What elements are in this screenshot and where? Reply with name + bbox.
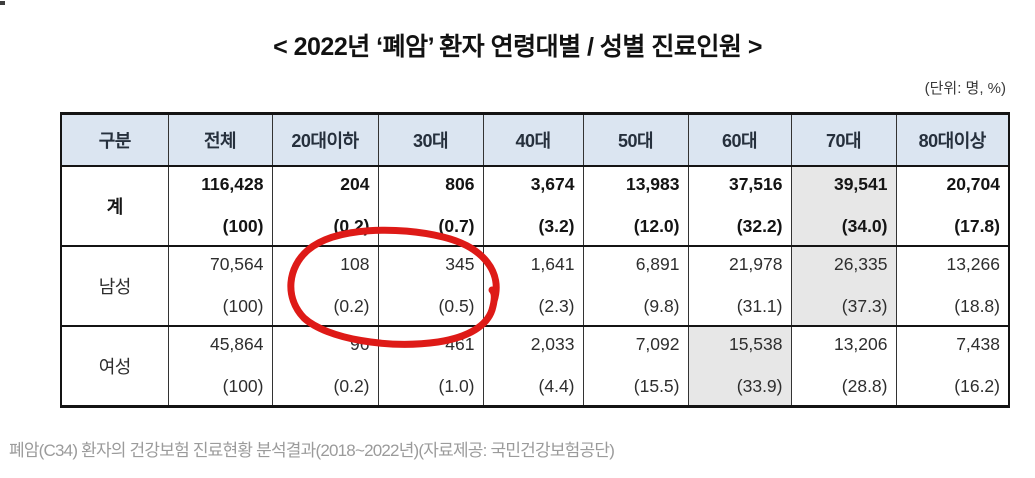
table-cell: 70,564 (100) <box>167 245 273 327</box>
table-cell: 6,891 (9.8) <box>582 245 689 327</box>
col-header-6: 60대 <box>687 113 792 167</box>
cell-count: 6,891 <box>635 254 680 274</box>
col-header-2: 20대이하 <box>271 113 379 167</box>
patients-table: 구분 전체 20대이하 30대 40대 50대 60대 70대 80대이상 계 116,428 (1… <box>60 112 1010 408</box>
row-label: 남성 <box>60 245 169 327</box>
cell-percent: (0.7) <box>438 216 475 236</box>
table-cell: 39,541 (34.0) <box>790 165 897 247</box>
cell-count: 108 <box>340 254 370 274</box>
cell-percent: (12.0) <box>633 216 680 236</box>
source-footnote: 폐암(C34) 환자의 건강보험 진료현황 분석결과(2018~2022년)(자… <box>9 441 615 460</box>
table-cell: 3,674 (3.2) <box>482 165 584 247</box>
col-header-8: 80대이상 <box>895 113 1010 167</box>
table-cell: 20,704 (17.8) <box>895 165 1010 247</box>
table-cell: 1,641 (2.3) <box>482 245 584 327</box>
row-label: 여성 <box>60 325 169 407</box>
cell-percent: (0.5) <box>438 296 475 316</box>
cell-percent: (3.2) <box>538 216 575 236</box>
cell-percent: (32.2) <box>736 216 783 236</box>
cell-count: 2,033 <box>530 334 575 354</box>
table-cell: 108 (0.2) <box>271 245 379 327</box>
table-cell: 15,538 (33.9) <box>687 325 792 407</box>
cell-percent: (9.8) <box>643 296 680 316</box>
cell-count: 21,978 <box>728 254 783 274</box>
col-header-5: 50대 <box>582 113 689 167</box>
cell-count: 37,516 <box>728 174 783 194</box>
cell-count: 13,266 <box>946 254 1000 274</box>
table-cell: 2,033 (4.4) <box>482 325 584 407</box>
cell-count: 96 <box>350 334 370 354</box>
cell-percent: (34.0) <box>841 216 888 236</box>
table-cell: 461 (1.0) <box>377 325 484 407</box>
table-cell: 96 (0.2) <box>271 325 379 407</box>
cell-percent: (16.2) <box>954 376 1000 396</box>
cell-count: 70,564 <box>209 254 264 274</box>
table-cell: 806 (0.7) <box>377 165 484 247</box>
table-cell: 13,206 (28.8) <box>790 325 897 407</box>
cell-percent: (0.2) <box>333 376 370 396</box>
cell-count: 20,704 <box>946 174 1000 194</box>
cell-count: 461 <box>445 334 475 354</box>
table-cell: 7,092 (15.5) <box>582 325 689 407</box>
col-header-7: 70대 <box>790 113 897 167</box>
table-row-계: 계 116,428 (100) 204 (0.2) 806 (0.7) 3,674 (3.2) 1… <box>60 165 1010 247</box>
cell-percent: (15.5) <box>633 376 680 396</box>
table-cell: 345 (0.5) <box>377 245 484 327</box>
cell-count: 7,438 <box>956 334 1000 354</box>
table-cell: 116,428 (100) <box>167 165 273 247</box>
corner-artifact <box>0 1 5 5</box>
table-cell: 45,864 (100) <box>167 325 273 407</box>
cell-percent: (0.2) <box>333 296 370 316</box>
col-header-1: 전체 <box>167 113 273 167</box>
cell-percent: (100) <box>222 376 264 396</box>
cell-count: 15,538 <box>728 334 783 354</box>
cell-percent: (4.4) <box>538 376 575 396</box>
col-header-4: 40대 <box>482 113 584 167</box>
col-header-3: 30대 <box>377 113 484 167</box>
table-cell: 37,516 (32.2) <box>687 165 792 247</box>
cell-percent: (100) <box>222 296 264 316</box>
table-cell: 13,266 (18.8) <box>895 245 1010 327</box>
cell-count: 39,541 <box>833 174 888 194</box>
cell-count: 204 <box>340 174 370 194</box>
table-header: 구분 전체 20대이하 30대 40대 50대 60대 70대 80대이상 <box>60 113 1010 167</box>
table-cell: 13,983 (12.0) <box>582 165 689 247</box>
table-cell: 204 (0.2) <box>271 165 379 247</box>
cell-percent: (0.2) <box>333 216 370 236</box>
table-cell: 21,978 (31.1) <box>687 245 792 327</box>
cell-count: 13,983 <box>625 174 680 194</box>
row-label: 계 <box>60 165 169 247</box>
page-title: < 2022년 ‘폐암’ 환자 연령대별 / 성별 진료인원 > <box>273 33 762 61</box>
cell-percent: (18.8) <box>954 296 1000 316</box>
cell-percent: (33.9) <box>736 376 783 396</box>
patients-table-wrap: 구분 전체 20대이하 30대 40대 50대 60대 70대 80대이상 계 116,428 (1… <box>60 112 1010 408</box>
table-cell: 7,438 (16.2) <box>895 325 1010 407</box>
cell-percent: (28.8) <box>841 376 888 396</box>
table-cell: 26,335 (37.3) <box>790 245 897 327</box>
table-row-남성: 남성 70,564 (100) 108 (0.2) 345 (0.5) 1,641 (2.3) 6… <box>60 245 1010 327</box>
cell-percent: (37.3) <box>841 296 888 316</box>
cell-percent: (17.8) <box>954 216 1000 236</box>
cell-percent: (1.0) <box>438 376 475 396</box>
cell-count: 116,428 <box>201 174 264 194</box>
cell-count: 3,674 <box>530 174 575 194</box>
cell-percent: (31.1) <box>736 296 783 316</box>
table-body: 계 116,428 (100) 204 (0.2) 806 (0.7) 3,674 (3.2) 1… <box>60 165 1010 407</box>
cell-count: 806 <box>445 174 475 194</box>
cell-count: 7,092 <box>635 334 680 354</box>
cell-count: 13,206 <box>833 334 888 354</box>
unit-note: (단위: 명, %) <box>924 80 1006 97</box>
cell-percent: (100) <box>222 216 264 236</box>
cell-count: 26,335 <box>833 254 888 274</box>
col-header-0: 구분 <box>60 113 169 167</box>
cell-count: 1,641 <box>530 254 575 274</box>
cell-count: 45,864 <box>209 334 264 354</box>
cell-percent: (2.3) <box>538 296 575 316</box>
table-row-여성: 여성 45,864 (100) 96 (0.2) 461 (1.0) 2,033 (4.4) 7,… <box>60 325 1010 407</box>
cell-count: 345 <box>445 254 475 274</box>
